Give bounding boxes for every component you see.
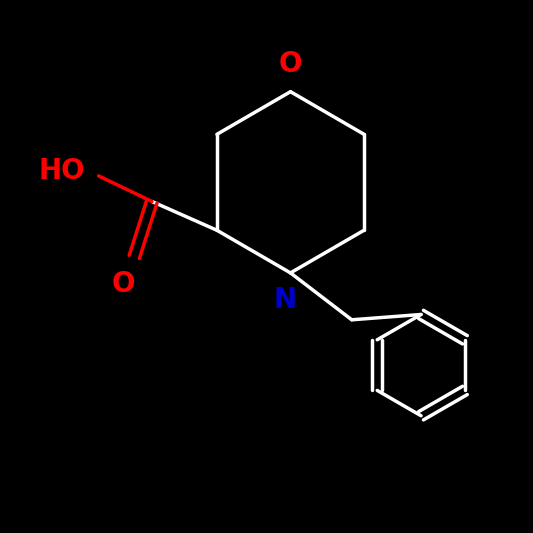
Text: N: N bbox=[273, 286, 297, 314]
Text: O: O bbox=[112, 270, 135, 298]
Text: HO: HO bbox=[39, 157, 85, 184]
Text: O: O bbox=[279, 50, 302, 78]
